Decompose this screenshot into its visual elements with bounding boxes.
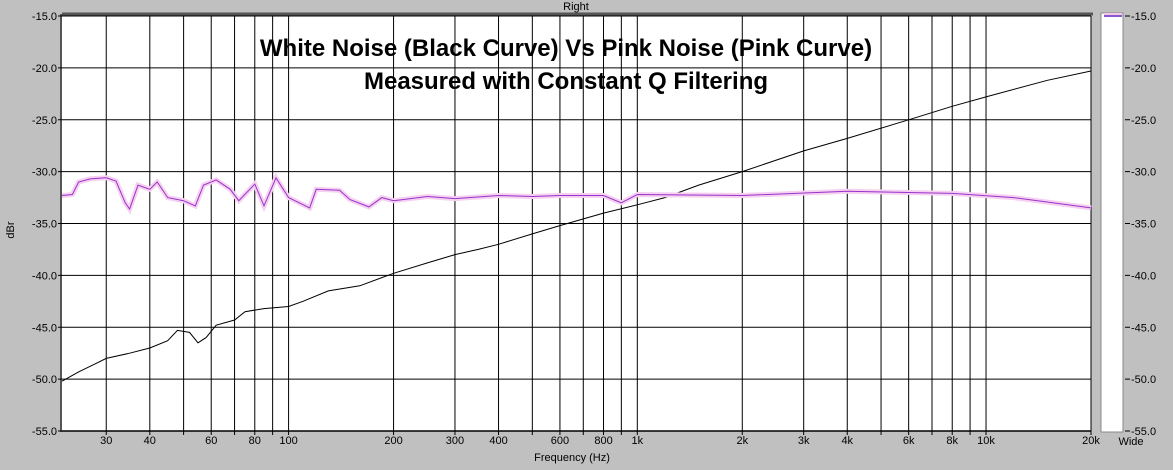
y-tick-label-left: -50.0: [32, 374, 57, 386]
x-tick-label: 600: [551, 435, 569, 447]
y-tick-label-right: -35.0: [1131, 219, 1156, 231]
y-tick-label-right: -55.0: [1131, 426, 1156, 438]
y-tick-label-left: -55.0: [32, 426, 57, 438]
white-noise-line: [61, 70, 1092, 382]
y-tick-label-right: -40.0: [1131, 270, 1156, 282]
x-tick-label: 8k: [946, 435, 958, 447]
x-tick-label: 30: [100, 435, 112, 447]
y-tick-label-right: -50.0: [1131, 374, 1156, 386]
y-tick-label-left: -20.0: [32, 63, 57, 75]
legend-strip: [1100, 12, 1124, 433]
x-tick-label: 100: [279, 435, 297, 447]
chart-title-line-1: White Noise (Black Curve) Vs Pink Noise …: [260, 35, 872, 62]
x-tick-label: 200: [384, 435, 402, 447]
bandwidth-label: Wide: [1118, 436, 1143, 448]
pink-noise-line: [61, 176, 1092, 211]
y-tick-label-left: -25.0: [32, 115, 57, 127]
x-tick-label: 400: [489, 435, 507, 447]
legend-pink-swatch: [1104, 13, 1122, 17]
y-tick-label-right: -15.0: [1131, 11, 1156, 23]
x-tick-label: 800: [594, 435, 612, 447]
y-axis-label: dBr: [5, 221, 17, 238]
x-tick-label: 6k: [903, 435, 915, 447]
x-tick-label: 60: [205, 435, 217, 447]
y-tick-label-left: -15.0: [32, 11, 57, 23]
x-tick-label: 300: [446, 435, 464, 447]
x-tick-label: 2k: [736, 435, 748, 447]
window-title: Right: [563, 1, 589, 13]
y-tick-label-right: -45.0: [1131, 322, 1156, 334]
y-tick-label-left: -35.0: [32, 219, 57, 231]
x-tick-label: 40: [144, 435, 156, 447]
y-tick-label-right: -30.0: [1131, 167, 1156, 179]
x-tick-label: 1k: [631, 435, 643, 447]
y-tick-label-right: -25.0: [1131, 115, 1156, 127]
x-tick-label: 3k: [798, 435, 810, 447]
x-tick-label: 20k: [1082, 435, 1100, 447]
x-tick-label: 80: [249, 435, 261, 447]
y-tick-label-right: -20.0: [1131, 63, 1156, 75]
chart-title-line-2: Measured with Constant Q Filtering: [364, 68, 768, 95]
y-tick-label-left: -40.0: [32, 270, 57, 282]
x-tick-label: 4k: [841, 435, 853, 447]
x-tick-label: 10k: [977, 435, 995, 447]
y-tick-label-left: -30.0: [32, 167, 57, 179]
y-tick-label-left: -45.0: [32, 322, 57, 334]
x-axis-label: Frequency (Hz): [534, 452, 610, 464]
